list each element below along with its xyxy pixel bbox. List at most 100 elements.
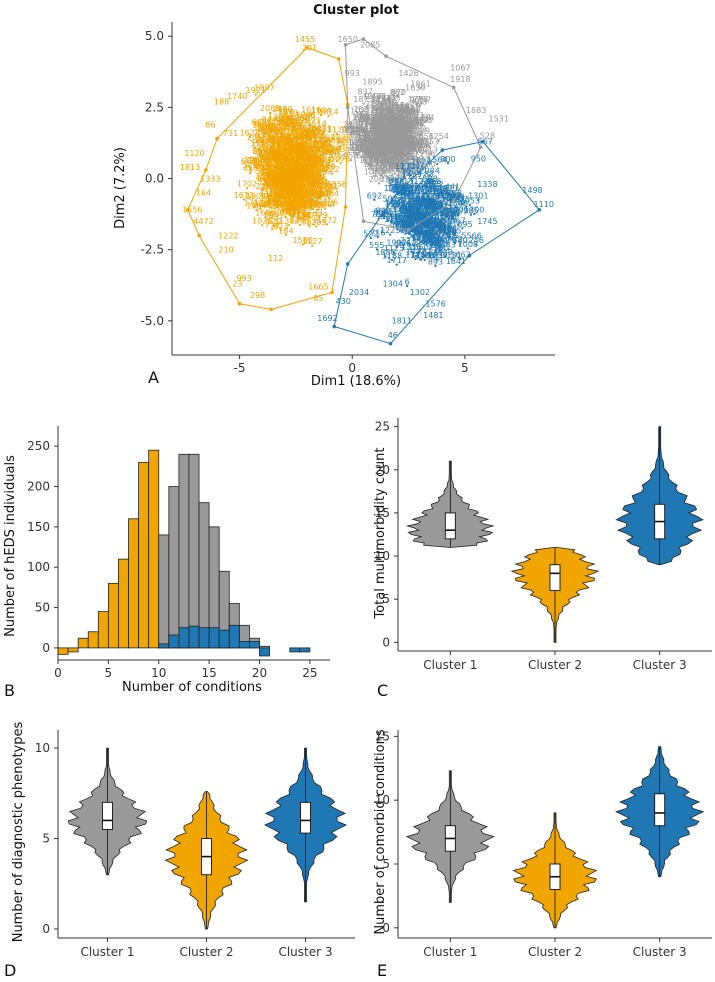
panel-b-bar xyxy=(107,582,119,649)
panel-a-point-label: 2064 xyxy=(319,190,339,199)
panel-a-point xyxy=(316,203,319,206)
panel-a-point-label: 445 xyxy=(289,162,304,171)
panel-a-point xyxy=(287,169,290,172)
panel-a-point-label: 1856 xyxy=(300,176,320,185)
panel-a-point xyxy=(275,218,278,221)
panel-a-point xyxy=(291,140,294,143)
panel-a-point xyxy=(295,207,298,211)
panel-a-point-label: 1497 xyxy=(304,165,324,174)
panel-a-point xyxy=(295,159,298,163)
panel-a-point xyxy=(320,169,324,172)
panel-a-point xyxy=(283,208,286,211)
panel-a-point xyxy=(281,206,284,209)
panel-a-point xyxy=(310,135,313,139)
panel-a-point xyxy=(269,189,272,192)
panel-a-point-label: 1253 xyxy=(281,173,301,182)
panel-a-point xyxy=(265,131,268,134)
panel-a-point xyxy=(298,182,301,185)
panel-a-point-label: 1496 xyxy=(262,127,282,136)
panel-b-x-tick-label: 15 xyxy=(201,666,216,680)
panel-a-hull-vertex xyxy=(361,219,366,224)
panel-a-point xyxy=(277,150,280,153)
panel-a-point xyxy=(323,166,326,169)
panel-a-point-label: 1888 xyxy=(275,192,295,201)
panel-a-point-label: 258 xyxy=(281,182,296,191)
panel-a-point xyxy=(292,178,295,181)
panel-a-point xyxy=(269,145,272,149)
panel-a-y-tick-label: 2.5 xyxy=(145,100,164,114)
panel-a-point xyxy=(308,225,311,228)
panel-a-point-label: 1569 xyxy=(304,129,324,138)
panel-a-point-label: 667 xyxy=(264,156,279,165)
panel-a-extreme-label: 46 xyxy=(388,331,398,340)
panel-a-extreme-label: 1110 xyxy=(534,200,554,209)
panel-a-point xyxy=(255,208,258,212)
panel-a-point-label: 371 xyxy=(263,171,278,180)
panel-a-point-label: 196 xyxy=(280,204,295,213)
panel-a-point xyxy=(403,115,406,118)
panel-a-point xyxy=(294,152,297,155)
panel-e-letter: E xyxy=(377,961,387,980)
panel-a-point-label: 1153 xyxy=(266,193,286,202)
panel-a-extreme-label: 567 xyxy=(478,137,493,146)
panel-a-point-label: 276 xyxy=(293,175,308,184)
panel-a-point xyxy=(256,163,259,166)
panel-a-point xyxy=(292,209,295,212)
panel-a-point xyxy=(278,157,281,160)
panel-b-y-tick-label: 50 xyxy=(35,601,50,615)
panel-a-point-label: 6 xyxy=(285,134,290,143)
panel-a-point-label: 1722 xyxy=(291,209,311,218)
panel-a-point xyxy=(395,245,398,249)
panel-a-x-tick-label: 0 xyxy=(348,361,356,375)
panel-a-hull-vertex xyxy=(345,105,350,110)
panel-a-point xyxy=(303,170,306,174)
panel-a-point xyxy=(242,198,245,201)
panel-a-point-label: 944 xyxy=(262,116,277,125)
panel-b-y-tick-label: 0 xyxy=(42,641,50,655)
panel-a-point-label: 293 xyxy=(279,197,294,206)
panel-b-bar xyxy=(218,629,230,649)
panel-a-point-label: 147 xyxy=(276,172,291,181)
panel-c-box xyxy=(444,512,456,540)
panel-a-point xyxy=(296,189,299,192)
panel-b-xlabel: Number of conditions xyxy=(122,680,262,695)
panel-a-point xyxy=(303,203,306,206)
panel-a-point-label: 725 xyxy=(273,125,288,134)
panel-a-point xyxy=(271,170,274,173)
panel-a-point xyxy=(278,171,281,174)
panel-a-point-label: 953 xyxy=(302,218,317,227)
panel-a-point-label: 1836 xyxy=(290,142,310,151)
panel-a-point-label: 468 xyxy=(311,201,326,210)
panel-b-bar xyxy=(198,502,210,649)
panel-b-bar xyxy=(188,625,200,649)
panel-e-y-tick-label: 10 xyxy=(375,793,390,807)
panel-a-point xyxy=(315,184,318,187)
panel-a-point-label: 591 xyxy=(314,162,329,171)
panel-c-letter: C xyxy=(377,681,388,700)
panel-a-point xyxy=(313,172,316,175)
panel-a-point-label: 879 xyxy=(315,147,330,156)
panel-a-point-label: 2006 xyxy=(261,139,281,148)
panel-a-point xyxy=(312,136,315,139)
panel-a-point-label: 188 xyxy=(251,141,266,150)
panel-a-point-label: 2033 xyxy=(331,133,351,142)
panel-a-point-label: 1075 xyxy=(264,122,284,131)
panel-a-point-label: 746 xyxy=(296,211,311,220)
panel-a-point xyxy=(279,160,282,163)
panel-a-extreme-label: 731 xyxy=(223,129,238,138)
panel-a-point xyxy=(283,112,286,115)
panel-a-point-label: 627 xyxy=(260,168,275,177)
panel-a-hull-vertex xyxy=(451,199,456,204)
panel-a-hull-vertex xyxy=(395,190,400,195)
panel-a-point-label: 74 xyxy=(287,208,297,217)
panel-a-point-label: 179 xyxy=(280,127,295,136)
panel-a-point-label: 794 xyxy=(290,159,305,168)
panel-a-point xyxy=(297,196,301,199)
panel-a-point-label: 1129 xyxy=(295,147,315,156)
panel-a-point-label: 908 xyxy=(288,183,303,192)
panel-a-point-label: 1612 xyxy=(234,191,254,200)
panel-a-point xyxy=(302,149,305,152)
panel-a-point-label: 1479 xyxy=(260,173,280,182)
panel-a-extreme-label: 85 xyxy=(313,294,323,303)
panel-a-point-label: 701 xyxy=(309,181,324,190)
